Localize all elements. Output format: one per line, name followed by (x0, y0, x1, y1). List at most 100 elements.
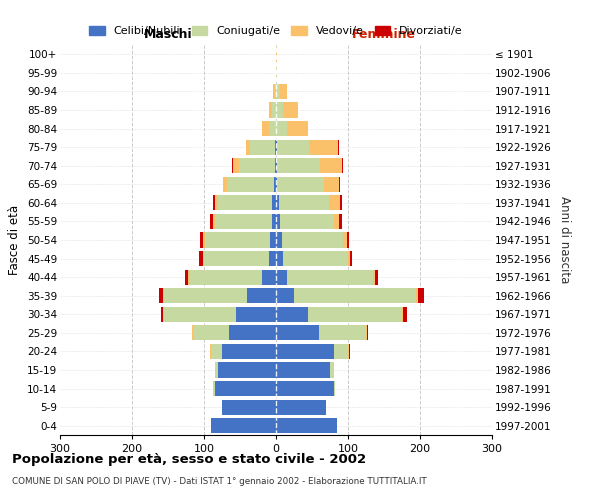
Bar (161, 306, 163, 322)
Bar (282, 232, 343, 248)
Bar (215, 195, 218, 210)
Bar (279, 195, 329, 210)
Bar (274, 176, 276, 192)
Bar (277, 176, 324, 192)
Bar (163, 288, 164, 304)
Bar (418, 288, 424, 304)
Bar (262, 121, 269, 136)
Bar (276, 400, 326, 415)
Bar (276, 381, 334, 396)
Bar (232, 158, 233, 174)
Bar (340, 214, 341, 229)
Bar (275, 158, 276, 174)
Bar (215, 362, 218, 378)
Bar (320, 158, 341, 174)
Bar (276, 195, 279, 210)
Bar (233, 158, 239, 174)
Bar (269, 251, 276, 266)
Bar (340, 195, 342, 210)
Y-axis label: Anni di nascita: Anni di nascita (558, 196, 571, 284)
Bar (348, 344, 349, 359)
Bar (276, 46, 277, 62)
Bar (190, 270, 262, 285)
Bar (199, 251, 203, 266)
Text: Popolazione per età, sesso e stato civile - 2002: Popolazione per età, sesso e stato civil… (12, 452, 366, 466)
Bar (164, 306, 236, 322)
Bar (276, 251, 283, 266)
Bar (350, 251, 352, 266)
Bar (203, 251, 204, 266)
Bar (348, 251, 350, 266)
Bar (229, 325, 276, 340)
Bar (341, 158, 343, 174)
Bar (277, 140, 309, 155)
Bar (324, 176, 338, 192)
Bar (270, 232, 276, 248)
Bar (222, 344, 276, 359)
Legend: Celibi/Nubili, Coniugati/e, Vedovi/e, Divorziati/e: Celibi/Nubili, Coniugati/e, Vedovi/e, Di… (85, 22, 467, 40)
Bar (373, 270, 374, 285)
Bar (269, 121, 276, 136)
Bar (283, 102, 298, 118)
Bar (319, 325, 366, 340)
Bar (343, 232, 347, 248)
Bar (204, 251, 269, 266)
Text: Maschi: Maschi (143, 28, 193, 42)
Bar (211, 418, 276, 434)
Bar (210, 344, 211, 359)
Bar (329, 195, 340, 210)
Bar (276, 65, 277, 80)
Bar (276, 140, 277, 155)
Bar (277, 158, 320, 174)
Bar (275, 140, 276, 155)
Bar (188, 270, 190, 285)
Bar (287, 270, 373, 285)
Bar (276, 306, 308, 322)
Bar (309, 140, 338, 155)
Text: Femmine: Femmine (352, 28, 416, 42)
Bar (276, 288, 294, 304)
Bar (280, 84, 287, 99)
Bar (276, 121, 287, 136)
Bar (276, 344, 334, 359)
Bar (287, 121, 308, 136)
Bar (276, 84, 280, 99)
Bar (247, 288, 276, 304)
Bar (215, 381, 276, 396)
Bar (334, 381, 335, 396)
Bar (185, 270, 188, 285)
Bar (276, 325, 319, 340)
Bar (214, 381, 215, 396)
Bar (349, 344, 350, 359)
Bar (308, 306, 402, 322)
Bar (218, 195, 272, 210)
Bar (283, 251, 348, 266)
Bar (205, 232, 270, 248)
Bar (294, 288, 416, 304)
Bar (367, 325, 368, 340)
Bar (192, 325, 193, 340)
Bar (334, 214, 340, 229)
Bar (246, 140, 247, 155)
Bar (200, 232, 203, 248)
Bar (276, 158, 277, 174)
Bar (163, 306, 164, 322)
Bar (276, 232, 282, 248)
Bar (250, 140, 275, 155)
Text: COMUNE DI SAN POLO DI PIAVE (TV) - Dati ISTAT 1° gennaio 2002 - Elaborazione TUT: COMUNE DI SAN POLO DI PIAVE (TV) - Dati … (12, 478, 427, 486)
Bar (276, 102, 283, 118)
Bar (416, 288, 418, 304)
Bar (403, 306, 407, 322)
Bar (212, 214, 215, 229)
Bar (276, 214, 280, 229)
Bar (164, 288, 247, 304)
Bar (211, 344, 222, 359)
Bar (236, 306, 276, 322)
Bar (272, 195, 276, 210)
Bar (402, 306, 403, 322)
Bar (210, 214, 212, 229)
Bar (347, 232, 349, 248)
Bar (269, 102, 272, 118)
Bar (160, 288, 163, 304)
Bar (272, 214, 276, 229)
